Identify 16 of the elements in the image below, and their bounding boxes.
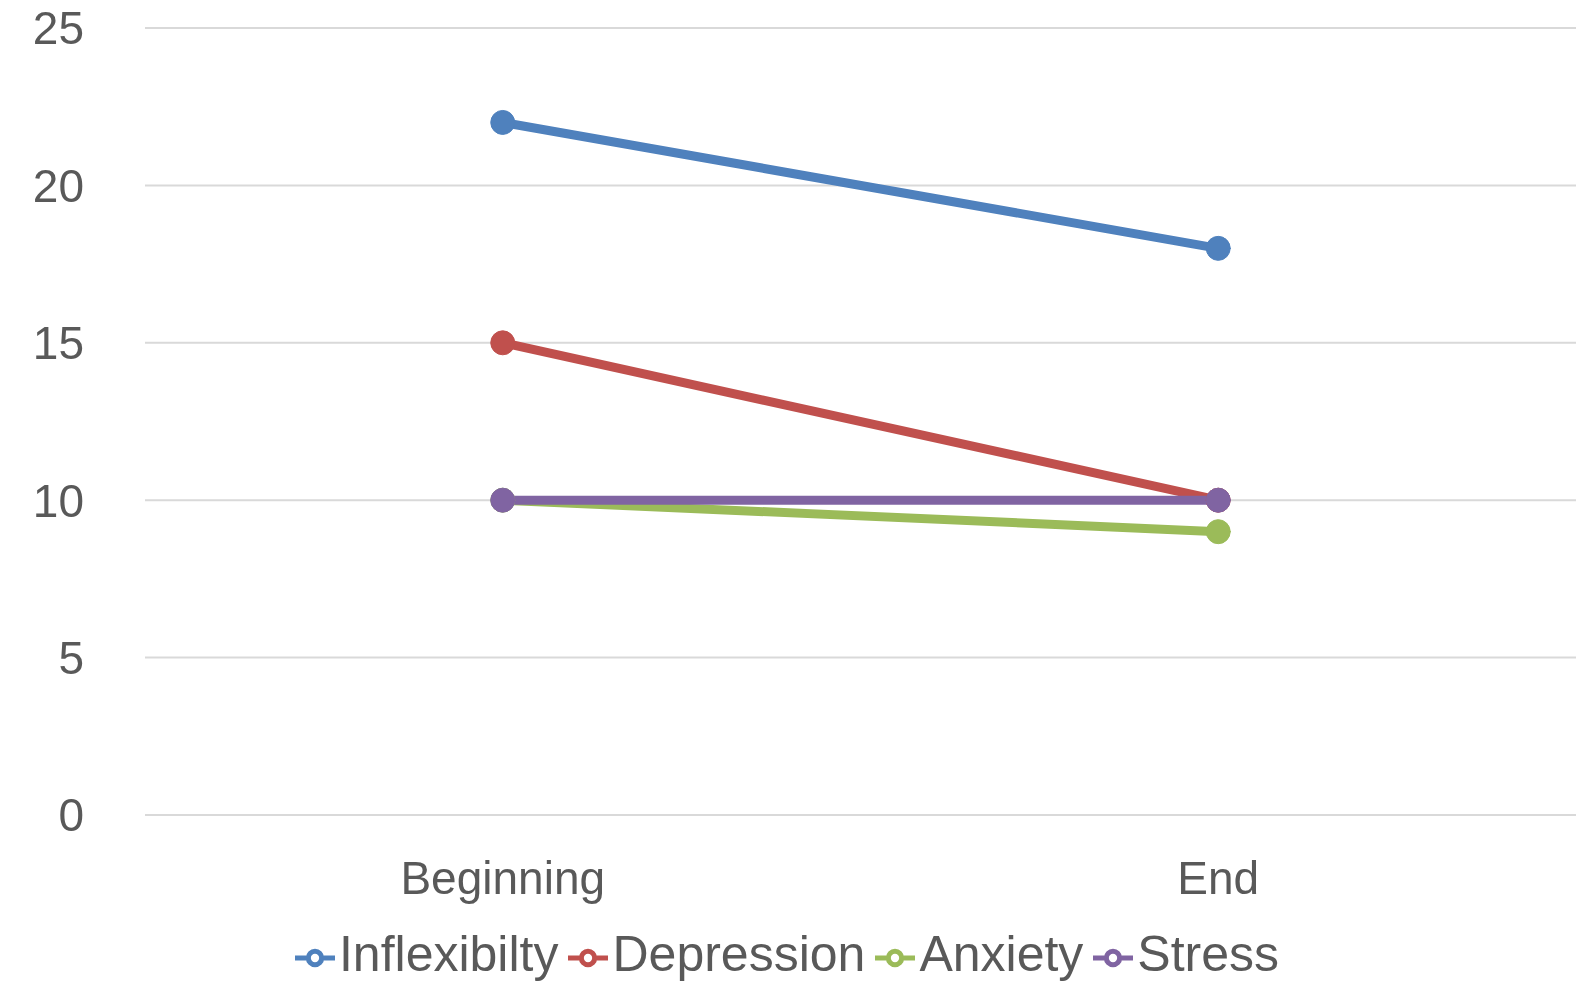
y-tick-label: 10 xyxy=(32,474,84,527)
x-tick-label: End xyxy=(1177,851,1260,904)
y-tick-label: 5 xyxy=(58,631,84,684)
legend-label: Depression xyxy=(612,926,866,982)
y-tick-label: 25 xyxy=(32,2,84,55)
y-tick-label: 20 xyxy=(32,159,84,212)
y-tick-label: 0 xyxy=(58,789,84,842)
y-tick-label: 15 xyxy=(32,317,84,370)
point xyxy=(490,330,516,356)
legend-label: Anxiety xyxy=(919,926,1084,982)
x-tick-label: Beginning xyxy=(400,851,606,904)
point xyxy=(490,109,516,135)
legend-label: Inflexibilty xyxy=(338,926,559,982)
legend-label: Stress xyxy=(1137,926,1280,982)
point xyxy=(1205,519,1231,545)
point xyxy=(1205,235,1231,261)
